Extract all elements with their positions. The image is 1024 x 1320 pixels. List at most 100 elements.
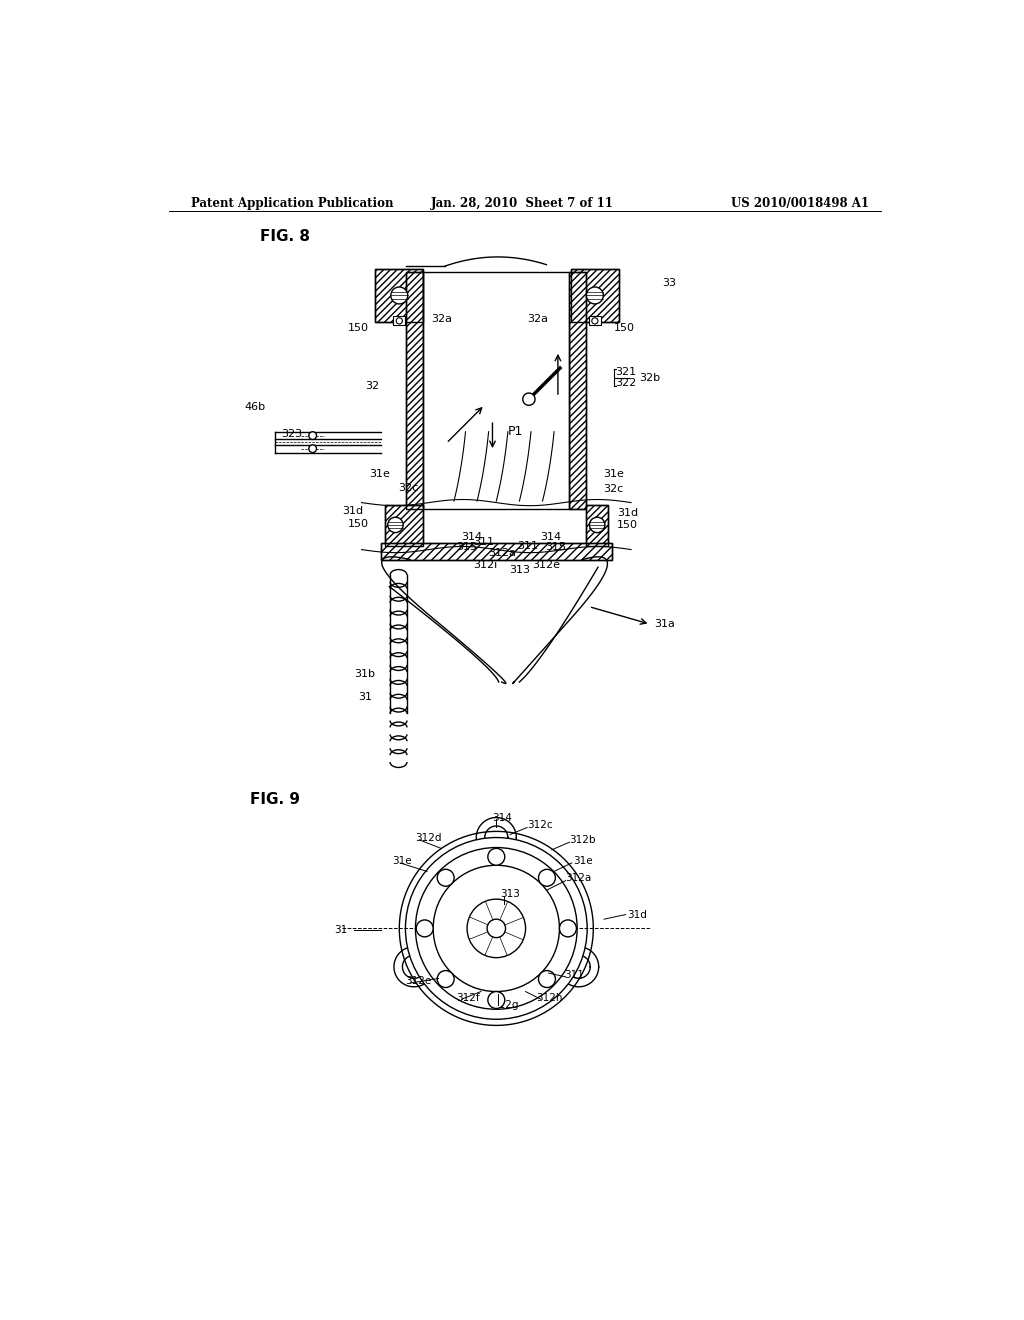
Bar: [381, 544, 611, 560]
Text: P1: P1: [508, 425, 523, 438]
Text: 32a: 32a: [527, 314, 548, 323]
Circle shape: [487, 919, 506, 937]
Text: α: α: [476, 931, 482, 940]
Text: 314: 314: [462, 532, 482, 543]
Text: 311: 311: [517, 541, 538, 550]
Text: 321: 321: [615, 367, 637, 378]
Text: 31e: 31e: [603, 469, 625, 479]
Text: 150: 150: [614, 323, 635, 333]
Text: 31: 31: [335, 925, 348, 935]
Text: 32c: 32c: [603, 484, 624, 495]
Text: 312e: 312e: [406, 975, 432, 986]
Text: 150: 150: [348, 323, 369, 333]
Text: Jan. 28, 2010  Sheet 7 of 11: Jan. 28, 2010 Sheet 7 of 11: [431, 197, 613, 210]
Bar: [423, 272, 569, 508]
Text: FIG. 9: FIG. 9: [250, 792, 300, 807]
Circle shape: [559, 920, 577, 937]
Bar: [587, 506, 608, 545]
Bar: [569, 272, 587, 508]
Bar: [376, 268, 423, 322]
Circle shape: [587, 286, 603, 304]
Bar: [571, 268, 618, 322]
Text: 31d: 31d: [628, 909, 647, 920]
Bar: [385, 506, 423, 545]
Text: 31: 31: [358, 693, 373, 702]
Bar: [385, 506, 423, 545]
Circle shape: [437, 970, 455, 987]
Text: 322: 322: [615, 379, 637, 388]
Text: α: α: [510, 931, 516, 940]
Text: Patent Application Publication: Patent Application Publication: [190, 197, 393, 210]
Text: 31e: 31e: [392, 855, 412, 866]
Text: α: α: [486, 907, 493, 916]
Bar: [407, 272, 423, 508]
Text: α: α: [501, 907, 507, 916]
Text: 312d: 312d: [416, 833, 442, 842]
Bar: [587, 506, 608, 545]
Bar: [376, 268, 423, 322]
Text: 312e: 312e: [532, 560, 560, 570]
Text: 312b: 312b: [569, 834, 596, 845]
Text: α: α: [476, 916, 482, 925]
Text: 46b: 46b: [245, 403, 265, 412]
Circle shape: [592, 318, 598, 323]
Text: 150: 150: [617, 520, 638, 529]
Circle shape: [467, 899, 525, 958]
Text: 323: 323: [281, 429, 302, 440]
Circle shape: [406, 838, 587, 1019]
Circle shape: [391, 286, 408, 304]
Text: FIG. 8: FIG. 8: [260, 230, 310, 244]
Text: 312a: 312a: [488, 548, 517, 557]
Circle shape: [388, 517, 403, 533]
Circle shape: [309, 432, 316, 440]
Circle shape: [487, 849, 505, 866]
Text: 32b: 32b: [639, 372, 659, 383]
Circle shape: [487, 991, 505, 1008]
Text: 31e: 31e: [370, 469, 390, 479]
Text: 314: 314: [541, 532, 561, 543]
Bar: [376, 268, 423, 322]
Text: 32c: 32c: [398, 483, 419, 492]
Circle shape: [590, 517, 605, 533]
Circle shape: [309, 445, 316, 453]
Text: 31a: 31a: [654, 619, 675, 630]
Circle shape: [416, 920, 433, 937]
Text: 312c: 312c: [527, 820, 553, 830]
Text: 31d: 31d: [617, 508, 638, 517]
Circle shape: [437, 870, 455, 886]
Text: 33: 33: [662, 279, 676, 288]
Circle shape: [539, 870, 555, 886]
Text: O: O: [477, 909, 485, 920]
Text: α: α: [510, 917, 516, 925]
Text: α: α: [501, 941, 506, 950]
Text: 150: 150: [348, 519, 369, 529]
Bar: [571, 268, 618, 322]
Text: 314: 314: [493, 813, 512, 822]
Text: 312a: 312a: [565, 874, 592, 883]
Text: 315: 315: [457, 543, 477, 552]
Bar: [385, 506, 423, 545]
Text: 312h: 312h: [537, 993, 563, 1003]
Text: US 2010/0018498 A1: US 2010/0018498 A1: [731, 197, 869, 210]
Circle shape: [539, 970, 555, 987]
Text: 32: 32: [366, 380, 380, 391]
Bar: [589, 317, 601, 326]
Bar: [407, 272, 423, 508]
Text: 31b: 31b: [354, 669, 375, 680]
Text: 31d: 31d: [342, 506, 364, 516]
Bar: [381, 544, 611, 560]
Text: 32a: 32a: [431, 314, 452, 323]
Circle shape: [396, 318, 402, 323]
Bar: [587, 506, 608, 545]
Text: 313: 313: [500, 888, 520, 899]
Text: 313: 313: [509, 565, 530, 576]
Text: α: α: [486, 941, 493, 950]
Bar: [569, 272, 587, 508]
Bar: [381, 544, 611, 560]
Bar: [569, 272, 587, 508]
Circle shape: [522, 393, 536, 405]
Text: 315: 315: [545, 543, 566, 552]
Text: 312f: 312f: [457, 993, 480, 1003]
Bar: [407, 272, 423, 508]
Bar: [571, 268, 618, 322]
